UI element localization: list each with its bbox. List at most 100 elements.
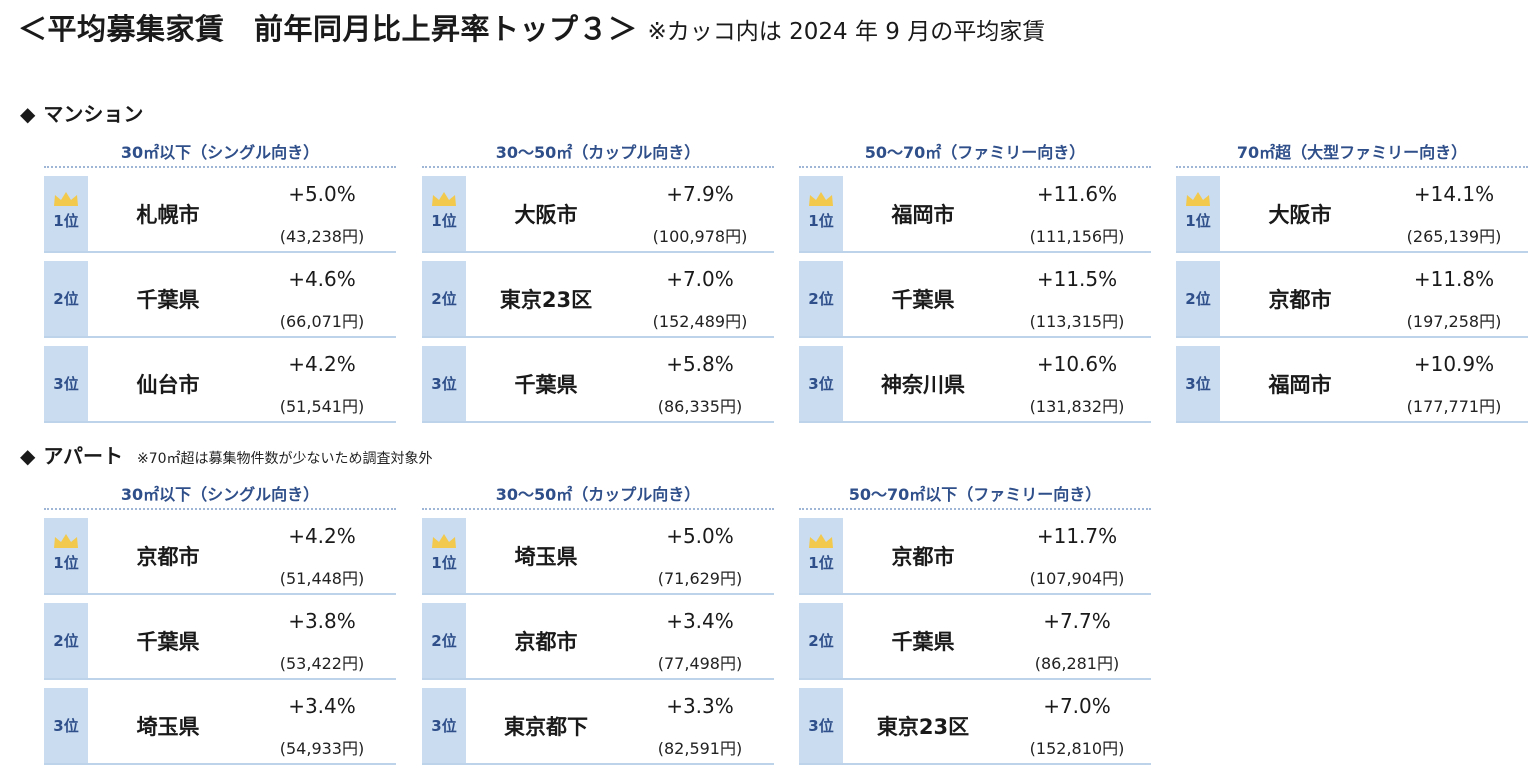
increase-rate: +11.7% [1036,524,1118,548]
increase-rate: +11.6% [1036,182,1118,206]
increase-rate: +4.2% [288,524,356,548]
increase-rate: +5.8% [666,352,734,376]
rank-badge: 1位 [422,518,466,593]
crown-icon [432,533,456,548]
category-header: 30㎡以下（シングル向き） [120,143,320,162]
increase-rate: +11.8% [1413,267,1495,291]
average-rent: (107,904円) [1029,569,1125,588]
area-name: 京都市 [514,629,578,654]
category-header: 30～50㎡（カップル向き） [495,143,701,162]
category-group: 30～50㎡（カップル向き） 1位 大阪市 +7.9% (100,978円) 2位 東京23… [422,139,774,431]
average-rent: (66,071円) [279,312,365,331]
ranking-row: 2位 千葉県 +3.8% (53,422円) [44,603,396,680]
increase-rate: +7.7% [1043,609,1111,633]
area-name: 埼玉県 [514,544,578,569]
rank-label: 1位 [808,211,834,230]
rank-label: 3位 [53,375,79,393]
average-rent: (53,422円) [279,654,365,673]
average-rent: (54,933円) [279,739,365,758]
increase-rate: +10.6% [1036,352,1118,376]
average-rent: (197,258円) [1406,312,1502,331]
dotted-divider [44,508,396,510]
average-rent: (86,281円) [1034,654,1120,673]
area-name: 埼玉県 [136,714,200,739]
ranking-row: 1位 京都市 +4.2% (51,448円) [44,518,396,595]
title-note: ※カッコ内は 2024 年 9 月の平均家賃 [647,19,1046,45]
rank-label: 1位 [431,211,457,230]
rank-badge: 3位 [422,346,466,421]
area-name: 東京23区 [499,287,593,312]
rank-label: 1位 [53,211,79,230]
rank-badge: 3位 [799,346,843,421]
increase-rate: +7.0% [666,267,734,291]
category-header: 30～50㎡（カップル向き） [495,485,701,504]
ranking-row: 2位 千葉県 +7.7% (86,281円) [799,603,1151,680]
dotted-divider [44,166,396,168]
rank-badge: 2位 [799,261,843,336]
increase-rate: +14.1% [1413,182,1495,206]
rank-badge: 2位 [799,603,843,678]
crown-icon [54,533,78,548]
rank-label: 1位 [431,553,457,572]
area-name: 千葉県 [891,287,955,312]
dotted-divider [422,508,774,510]
increase-rate: +10.9% [1413,352,1495,376]
ranking-row: 3位 東京23区 +7.0% (152,810円) [799,688,1151,765]
ranking-row: 3位 東京都下 +3.3% (82,591円) [422,688,774,765]
ranking-row: 3位 仙台市 +4.2% (51,541円) [44,346,396,423]
rank-badge: 3位 [799,688,843,763]
ranking-row: 3位 埼玉県 +3.4% (54,933円) [44,688,396,765]
area-name: 京都市 [136,544,200,569]
title-main: ＜平均募集家賃 前年同月比上昇率トップ３＞ [18,12,638,46]
ranking-row: 3位 神奈川県 +10.6% (131,832円) [799,346,1151,423]
average-rent: (113,315円) [1029,312,1125,331]
area-name: 千葉県 [891,629,955,654]
increase-rate: +4.6% [288,267,356,291]
rank-label: 3位 [1185,375,1211,393]
average-rent: (177,771円) [1406,397,1502,416]
ranking-row: 1位 大阪市 +14.1% (265,139円) [1176,176,1528,253]
category-header: 30㎡以下（シングル向き） [120,485,320,504]
rank-badge: 1位 [799,176,843,251]
increase-rate: +3.3% [666,694,734,718]
rank-badge: 1位 [44,176,88,251]
increase-rate: +5.0% [666,524,734,548]
rank-label: 3位 [431,375,457,393]
category-group: 70㎡超（大型ファミリー向き） 1位 大阪市 +14.1% (265,139円) 2位 京都… [1176,139,1528,431]
increase-rate: +11.5% [1036,267,1118,291]
ranking-row: 2位 千葉県 +11.5% (113,315円) [799,261,1151,338]
average-rent: (111,156円) [1029,227,1125,246]
section-title: アパート [43,444,123,468]
category-header: 70㎡超（大型ファミリー向き） [1236,143,1468,162]
rank-label: 2位 [53,632,79,650]
average-rent: (152,810円) [1029,739,1125,758]
rank-label: 3位 [808,717,834,735]
increase-rate: +5.0% [288,182,356,206]
rank-badge: 2位 [422,261,466,336]
average-rent: (100,978円) [652,227,748,246]
increase-rate: +3.8% [288,609,356,633]
dotted-divider [799,166,1151,168]
area-name: 千葉県 [514,372,578,397]
rank-badge: 1位 [44,518,88,593]
rank-label: 2位 [431,632,457,650]
average-rent: (71,629円) [657,569,743,588]
dotted-divider [1176,166,1528,168]
ranking-row: 1位 福岡市 +11.6% (111,156円) [799,176,1151,253]
average-rent: (152,489円) [652,312,748,331]
rank-badge: 3位 [44,688,88,763]
category-group: 30～50㎡（カップル向き） 1位 埼玉県 +5.0% (71,629円) 2位 京都市 +3… [422,481,774,773]
rank-badge: 2位 [44,603,88,678]
increase-rate: +3.4% [288,694,356,718]
diamond-bullet-icon: ◆ [20,444,36,468]
average-rent: (265,139円) [1406,227,1502,246]
section-heading: ◆ マンション [20,98,157,127]
ranking-row: 2位 京都市 +3.4% (77,498円) [422,603,774,680]
increase-rate: +3.4% [666,609,734,633]
area-name: 仙台市 [136,372,200,397]
crown-icon [809,533,833,548]
rank-badge: 1位 [1176,176,1220,251]
area-name: 京都市 [891,544,955,569]
crown-icon [809,191,833,206]
rank-badge: 1位 [799,518,843,593]
